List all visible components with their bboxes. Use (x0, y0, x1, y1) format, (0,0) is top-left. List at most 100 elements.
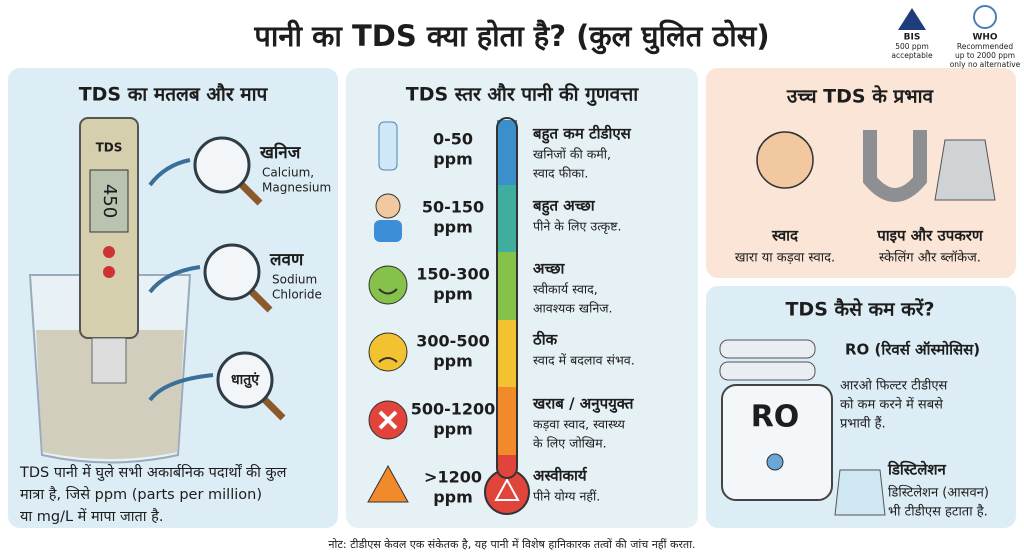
magnifier (216, 351, 274, 409)
unit: ppm (433, 420, 473, 439)
kettle-icon (934, 139, 996, 201)
panel-title: उच्च TDS के प्रभाव (786, 85, 935, 108)
level-icon (368, 265, 408, 305)
ro-unit (721, 384, 833, 501)
gauge (766, 453, 784, 471)
level-desc: पीने योग्य नहीं. (533, 489, 600, 504)
item-sub: Sodium (272, 273, 317, 287)
level-title: खराब / अनुपयुक्त (532, 395, 635, 414)
thermometer-segment (497, 320, 517, 387)
method-desc: भी टीडीएस हटाता है. (888, 504, 988, 520)
person-icon (375, 193, 401, 219)
unit: ppm (433, 150, 473, 169)
meter-display (89, 169, 129, 233)
panel (706, 68, 1016, 278)
level-title: बहुत अच्छा (532, 197, 596, 217)
panel-title: TDS कैसे कम करें? (785, 298, 934, 321)
warning-icon (367, 464, 409, 503)
description: या mg/L में मापा जाता है. (20, 508, 163, 525)
filter (719, 339, 816, 359)
effect-desc: खारा या कड़वा स्वाद. (735, 251, 835, 266)
range: 50-150 (422, 198, 484, 217)
badge-text: 500 ppm (895, 42, 929, 51)
description: TDS पानी में घुले सभी अकार्बनिक पदार्थों… (19, 464, 288, 481)
panel-title: TDS का मतलब और माप (79, 83, 269, 106)
method-title: डिस्टिलेशन (887, 461, 947, 479)
magnifier (203, 243, 261, 301)
pipe-icon (863, 130, 927, 202)
carafe-icon (834, 469, 886, 516)
thermometer-segment (497, 387, 517, 455)
magnifier-handle (260, 395, 286, 421)
x-icon (378, 410, 398, 430)
level-desc: के लिए जोखिम. (533, 436, 607, 451)
arrow (148, 265, 201, 294)
level-desc: कड़वा स्वाद, स्वास्थ्य (533, 417, 626, 432)
thermometer-segment (497, 120, 517, 185)
item-sub: Calcium, (262, 166, 314, 180)
effect-title: पाइप और उपकरण (876, 227, 984, 245)
range: 500-1200 (411, 400, 496, 419)
method-desc: को कम करने में सबसे (840, 397, 943, 413)
range: 300-500 (416, 332, 489, 351)
badge-text: up to 2000 ppm (955, 51, 1015, 60)
method-desc: प्रभावी हैं. (840, 416, 886, 432)
bis-logo (898, 8, 926, 30)
note: नोट: टीडीएस केवल एक संकेतक है, यह पानी म… (328, 538, 695, 551)
unit: ppm (433, 218, 473, 237)
badge-text: Recommended (957, 42, 1014, 51)
button (103, 246, 115, 258)
title: पानी का TDS क्या होता है? (कुल घुलित ठोस… (253, 19, 769, 55)
effect-title: स्वाद (771, 227, 799, 245)
thermometer-segment (497, 252, 517, 320)
button (103, 266, 115, 278)
unit: ppm (433, 285, 473, 304)
thermometer-segment (497, 185, 517, 252)
magnifier (193, 136, 251, 194)
badge-text: only no alternative (950, 60, 1021, 69)
effect-desc: स्केलिंग और ब्लॉकेज. (879, 250, 981, 266)
magnifier-handle (237, 180, 263, 206)
panel-title: TDS स्तर और पानी की गुणवत्ता (406, 83, 640, 107)
face (378, 357, 398, 363)
badge-name: WHO (972, 33, 997, 43)
method-desc: डिस्टिलेशन (आसवन) (888, 485, 989, 501)
meter-display-text: 450 (99, 184, 120, 218)
item-label: धातुएं (231, 372, 260, 389)
arrow (148, 373, 214, 402)
meter-label: TDS (96, 141, 123, 155)
unit: ppm (433, 352, 473, 371)
level-title: अस्वीकार्य (533, 467, 588, 485)
thermometer-outline (496, 117, 518, 479)
item-label: खनिज (259, 142, 302, 163)
level-title: अच्छा (533, 260, 565, 278)
badge-name: BIS (904, 33, 921, 43)
who-logo (973, 5, 997, 29)
level-desc: स्वाद फीका. (533, 166, 588, 181)
item-sub: Magnesium (262, 181, 331, 195)
range: >1200 (424, 468, 482, 487)
bottle-icon (378, 121, 398, 171)
warning-icon (494, 477, 520, 501)
method-desc: आरओ फिल्टर टीडीएस (840, 378, 948, 394)
method-title: RO (रिवर्स ऑस्मोसिस) (845, 341, 980, 359)
level-desc: खनिजों की कमी, (533, 147, 611, 162)
level-title: बहुत कम टीडीएस (532, 125, 632, 145)
range: 0-50 (433, 130, 473, 149)
level-icon (368, 332, 408, 372)
badge-text: acceptable (891, 51, 933, 60)
water (36, 330, 184, 459)
item-sub: Chloride (272, 288, 322, 302)
arrow (148, 158, 191, 187)
item-label: लवण (269, 250, 304, 270)
range: 150-300 (416, 265, 489, 284)
description: मात्रा है, जिसे ppm (parts per million) (20, 486, 262, 503)
level-desc: पीने के लिए उत्कृष्ट. (533, 219, 622, 235)
meter-probe (91, 337, 127, 384)
filter (719, 361, 816, 381)
level-desc: स्वाद में बदलाव संभव. (533, 353, 635, 368)
level-desc: आवश्यक खनिज. (533, 301, 613, 316)
hair (757, 131, 813, 150)
thermometer-segment (497, 455, 517, 475)
